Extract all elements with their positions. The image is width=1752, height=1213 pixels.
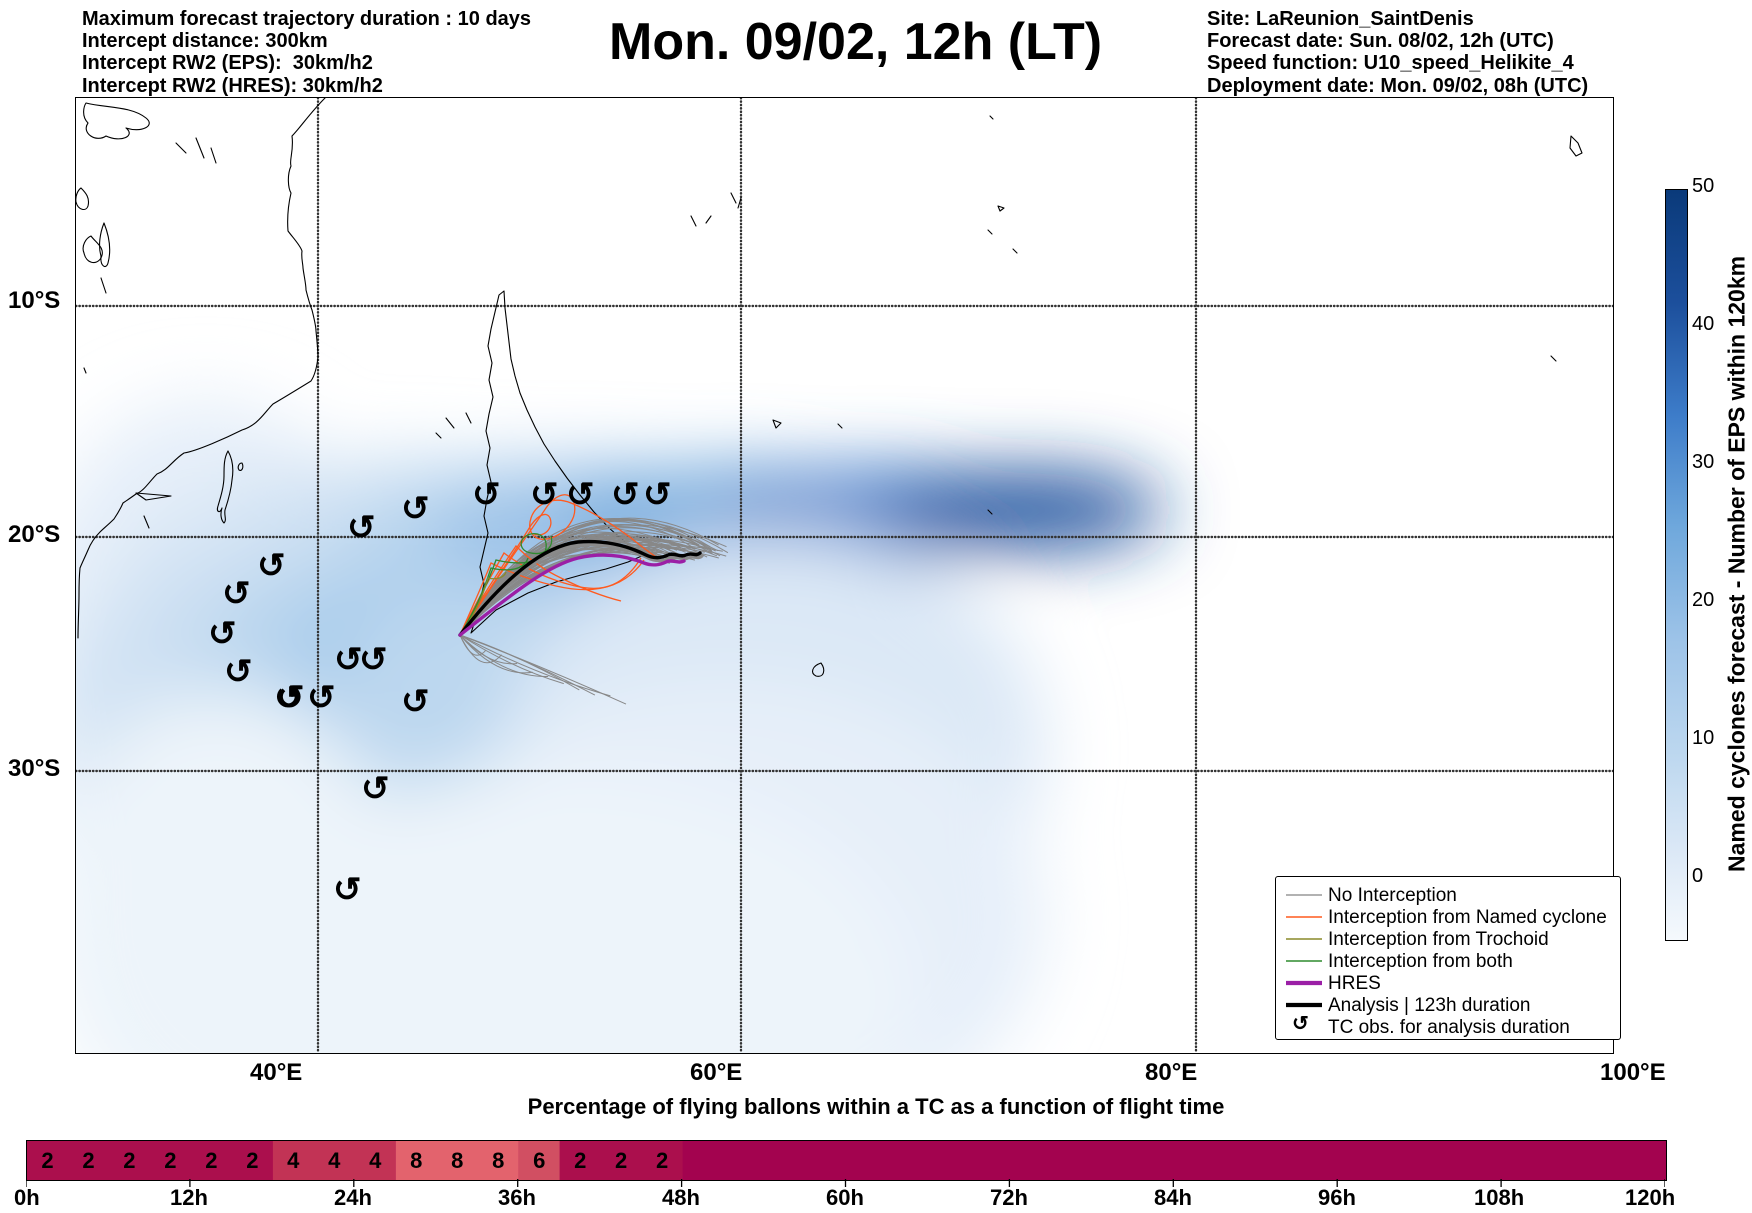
- svg-text:4: 4: [369, 1148, 382, 1173]
- svg-text:↺: ↺: [222, 575, 251, 613]
- svg-text:↺: ↺: [401, 683, 430, 721]
- svg-text:↺: ↺: [530, 476, 559, 514]
- svg-text:↺: ↺: [643, 476, 672, 514]
- svg-text:8: 8: [451, 1148, 463, 1173]
- svg-text:↺: ↺: [611, 476, 640, 514]
- svg-text:2: 2: [615, 1148, 627, 1173]
- svg-text:2: 2: [574, 1148, 586, 1173]
- svg-text:↺: ↺: [361, 770, 390, 808]
- svg-text:6: 6: [533, 1148, 545, 1173]
- svg-text:↺: ↺: [257, 547, 286, 585]
- svg-text:↺: ↺: [472, 476, 501, 514]
- svg-text:4: 4: [328, 1148, 341, 1173]
- svg-text:↺: ↺: [401, 490, 430, 528]
- svg-text:2: 2: [82, 1148, 94, 1173]
- svg-text:2: 2: [656, 1148, 668, 1173]
- svg-text:↺: ↺: [307, 679, 336, 717]
- svg-text:↺: ↺: [347, 509, 376, 547]
- svg-text:↺: ↺: [224, 653, 253, 691]
- svg-text:8: 8: [410, 1148, 422, 1173]
- svg-text:8: 8: [492, 1148, 504, 1173]
- svg-text:2: 2: [41, 1148, 53, 1173]
- svg-text:↺: ↺: [1292, 1013, 1309, 1035]
- svg-text:↺: ↺: [276, 679, 305, 717]
- svg-text:2: 2: [123, 1148, 135, 1173]
- svg-text:2: 2: [164, 1148, 176, 1173]
- svg-text:2: 2: [205, 1148, 217, 1173]
- svg-text:2: 2: [246, 1148, 258, 1173]
- svg-text:↺: ↺: [359, 641, 388, 679]
- svg-text:↺: ↺: [333, 871, 362, 909]
- svg-text:4: 4: [287, 1148, 300, 1173]
- svg-text:↺: ↺: [208, 615, 237, 653]
- svg-text:↺: ↺: [566, 476, 595, 514]
